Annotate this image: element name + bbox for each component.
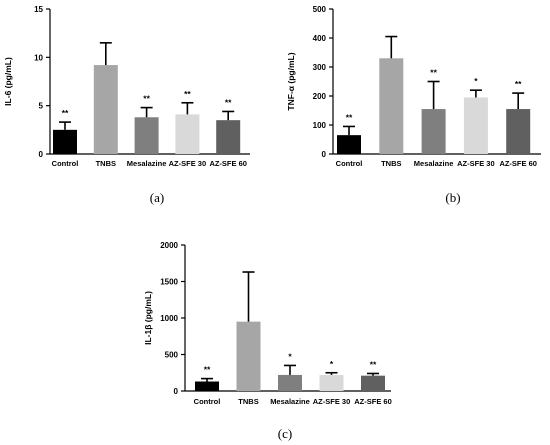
y-tick-label: 300 [313, 63, 327, 72]
y-tick-label: 10 [34, 53, 43, 62]
category-label: AZ-SFE 30 [169, 159, 207, 168]
y-tick-label: 1500 [160, 278, 178, 287]
bar [463, 97, 488, 154]
panel-label: (c) [278, 426, 292, 441]
category-label: Control [336, 159, 363, 168]
y-tick-label: 500 [313, 5, 327, 14]
category-label: Mesalazine [270, 397, 310, 406]
y-tick-label: 5 [39, 102, 44, 111]
y-axis-title: TNF-α (pg/mL) [286, 52, 296, 110]
bar [236, 321, 261, 391]
chart-panel-il6: 0 5 10 15 IL-6 (pg/mL) ** Control TNBS ** Mesalaz… [3, 5, 250, 205]
bar [337, 135, 361, 154]
category-label: Control [52, 159, 79, 168]
panel-label: (a) [150, 190, 164, 205]
significance-label: ** [225, 97, 232, 107]
bar [421, 109, 446, 154]
y-tick-label: 100 [313, 121, 327, 130]
y-tick-label: 15 [34, 5, 43, 14]
category-label: TNBS [238, 397, 258, 406]
category-label: TNBS [96, 159, 116, 168]
y-tick-label: 0 [174, 387, 179, 396]
category-label: AZ-SFE 60 [354, 397, 392, 406]
significance-label: ** [204, 365, 211, 375]
category-label: AZ-SFE 30 [457, 159, 495, 168]
significance-label: ** [346, 112, 353, 122]
category-label: Mesalazine [414, 159, 454, 168]
bar [506, 109, 531, 154]
significance-label: ** [370, 359, 377, 369]
significance-label: ** [184, 89, 191, 99]
bar [53, 129, 77, 154]
significance-label: * [474, 76, 478, 86]
significance-label: ** [430, 68, 437, 78]
chart-panel-tnf: 0 100 200 300 400 500 TNF-α (pg/mL) ** Control TN… [286, 5, 541, 205]
y-tick-label: 1000 [160, 314, 178, 323]
y-tick-label: 2000 [160, 241, 178, 250]
bar [361, 375, 385, 391]
y-tick-label: 200 [313, 92, 327, 101]
category-label: Mesalazine [127, 159, 167, 168]
y-tick-label: 0 [39, 150, 44, 159]
category-label: TNBS [381, 159, 401, 168]
bar [175, 114, 200, 154]
category-label: AZ-SFE 60 [209, 159, 247, 168]
bar [319, 374, 344, 391]
y-tick-label: 400 [313, 34, 327, 43]
category-label: Control [194, 397, 221, 406]
significance-label: ** [515, 79, 522, 89]
y-tick-label: 500 [165, 351, 179, 360]
y-tick-label: 0 [322, 150, 327, 159]
y-axis-title: IL-1β (pg/mL) [143, 291, 153, 345]
significance-label: ** [143, 94, 150, 104]
category-label: AZ-SFE 30 [313, 397, 351, 406]
category-label: AZ-SFE 60 [499, 159, 537, 168]
significance-label: * [330, 359, 334, 369]
panel-label: (b) [445, 190, 460, 205]
significance-label: ** [62, 108, 69, 118]
bar [93, 65, 118, 154]
bar [216, 120, 241, 154]
bar [278, 374, 302, 391]
significance-label: * [288, 351, 292, 361]
bar [134, 117, 159, 154]
bar [195, 381, 219, 391]
bar [379, 58, 404, 154]
y-axis-title: IL-6 (pg/mL) [3, 57, 13, 106]
